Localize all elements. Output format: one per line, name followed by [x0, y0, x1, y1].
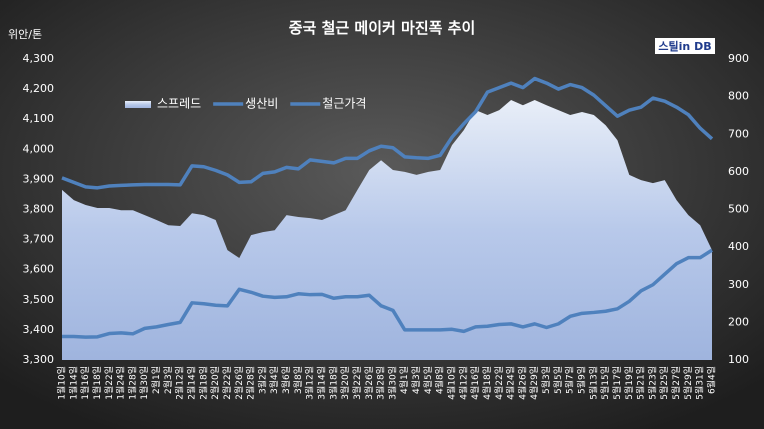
x-tick-label: 4월8일 [434, 366, 446, 394]
x-tick-label: 1월24일 [115, 366, 127, 400]
x-tick-label: 3월8일 [292, 366, 304, 394]
x-tick-label: 5월21일 [635, 366, 647, 400]
legend-label: 철근가격 [322, 97, 366, 111]
x-tick-label: 3월28일 [375, 366, 387, 400]
x-tick-label: 4월10일 [446, 366, 458, 400]
x-tick-label: 4월18일 [481, 366, 493, 400]
x-tick-label: 1월14일 [67, 366, 79, 400]
x-tick-label: 5월23일 [646, 366, 658, 400]
x-tick-label: 5월5일 [552, 366, 564, 394]
x-tick-label: 5월19일 [623, 366, 635, 400]
x-tick-label: 4월12일 [457, 366, 469, 400]
legend-label: 스프레드 [157, 97, 201, 111]
line [61, 76, 714, 190]
x-tick-label: 5월17일 [611, 366, 623, 400]
x-tick-label: 3월2일 [256, 366, 268, 394]
x-tick-label: 2월3일 [162, 366, 174, 394]
line [62, 248, 713, 339]
logo: 스틸in DB [658, 40, 711, 53]
y2-tick-label: 300 [728, 278, 749, 291]
y2-tick-label: 100 [728, 353, 749, 366]
x-tick-label: 1월16일 [79, 366, 91, 400]
y-tick-label: 4,100 [23, 112, 55, 125]
y2-tick-label: 800 [728, 90, 749, 103]
x-tick-label: 5월7일 [564, 366, 576, 394]
x-tick-label: 3월4일 [268, 366, 280, 394]
y-tick-label: 4,300 [23, 52, 55, 65]
x-tick-label: 4월22일 [493, 366, 505, 400]
x-tick-label: 3월20일 [339, 366, 351, 400]
y2-tick-label: 400 [728, 240, 749, 253]
x-tick-label: 2월12일 [174, 366, 186, 400]
legend-swatch [125, 101, 151, 108]
y2-tick-label: 200 [728, 315, 749, 328]
x-tick-label: 3월18일 [327, 366, 339, 400]
y-tick-label: 3,500 [23, 293, 55, 306]
x-tick-label: 2월20일 [209, 366, 221, 400]
x-tick-label: 5월27일 [670, 366, 682, 400]
y-tick-label: 3,800 [23, 203, 55, 216]
y-tick-label: 3,900 [23, 172, 55, 185]
x-tick-label: 2월14일 [186, 366, 198, 400]
x-tick-label: 3월14일 [316, 366, 328, 400]
x-tick-label: 5월13일 [587, 366, 599, 400]
x-tick-label: 4월3일 [410, 366, 422, 394]
y-axis-label: 위안/톤 [8, 28, 42, 41]
x-tick-label: 5월3일 [540, 366, 552, 394]
x-tick-label: 4월29일 [528, 366, 540, 400]
x-tick-label: 4월1일 [398, 366, 410, 394]
y-tick-label: 3,300 [23, 353, 55, 366]
chart-title: 중국 철근 메이커 마진폭 추이 [289, 19, 476, 37]
y2-tick-label: 900 [728, 52, 749, 65]
x-tick-label: 4월24일 [505, 366, 517, 400]
x-tick-label: 2월18일 [197, 366, 209, 400]
x-tick-label: 2월22일 [221, 366, 233, 400]
spread-area [62, 100, 712, 360]
x-tick-label: 5월15일 [599, 366, 611, 400]
y-tick-label: 3,600 [23, 263, 55, 276]
x-tick-label: 3월26일 [363, 366, 375, 400]
x-tick-label: 2월1일 [150, 366, 162, 394]
x-tick-label: 5월31일 [694, 366, 706, 400]
x-tick-label: 3월22일 [351, 366, 363, 400]
x-tick-label: 4월5일 [422, 366, 434, 394]
x-tick-label: 3월12일 [304, 366, 316, 400]
x-tick-label: 4월16일 [469, 366, 481, 400]
x-tick-label: 6월4일 [706, 366, 718, 394]
y-tick-label: 3,700 [23, 233, 55, 246]
y2-tick-label: 500 [728, 203, 749, 216]
x-tick-label: 3월6일 [280, 366, 292, 394]
x-tick-label: 5월25일 [658, 366, 670, 400]
x-tick-label: 1월22일 [103, 366, 115, 400]
x-tick-label: 1월10일 [56, 366, 68, 400]
x-tick-label: 2월26일 [233, 366, 245, 400]
x-tick-label: 1월28일 [126, 366, 138, 400]
y2-tick-label: 700 [728, 127, 749, 140]
logo-box [655, 38, 715, 54]
x-tick-label: 5월29일 [682, 366, 694, 400]
y2-tick-label: 600 [728, 165, 749, 178]
x-tick-label: 4월26일 [516, 366, 528, 400]
y-tick-label: 4,000 [23, 142, 55, 155]
x-tick-label: 1월30일 [138, 366, 150, 400]
x-tick-label: 1월18일 [91, 366, 103, 400]
legend-label: 생산비 [245, 97, 278, 111]
x-tick-label: 2월28일 [245, 366, 257, 400]
x-tick-label: 3월30일 [386, 366, 398, 400]
y-tick-label: 4,200 [23, 82, 55, 95]
y-tick-label: 3,400 [23, 323, 55, 336]
x-tick-label: 5월9일 [576, 366, 588, 394]
